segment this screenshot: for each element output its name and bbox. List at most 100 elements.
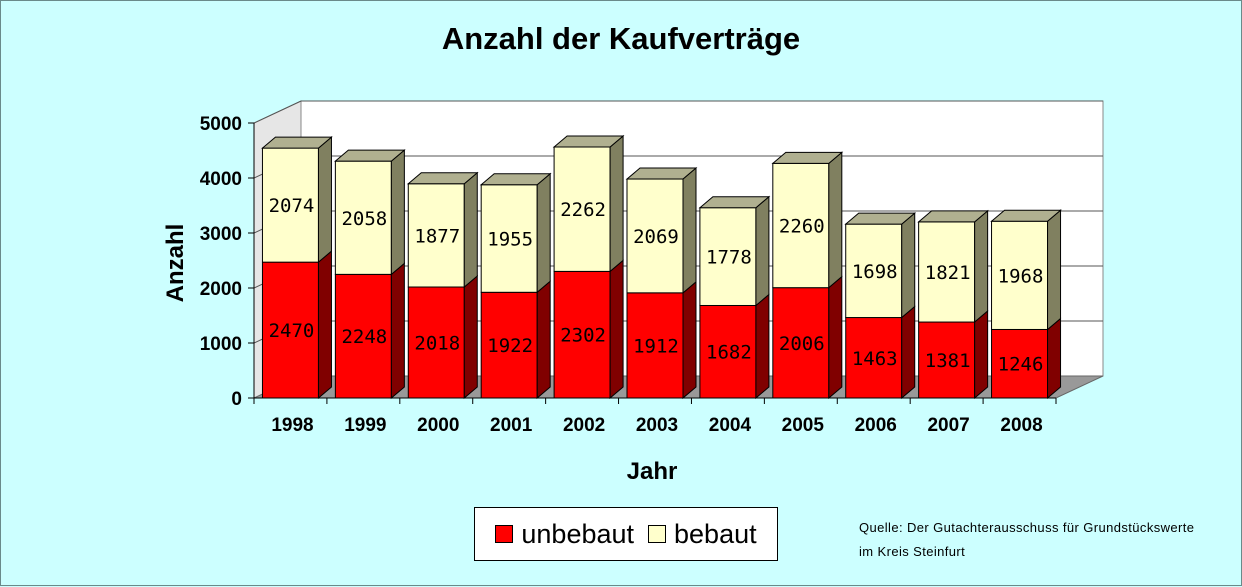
- bar-side-bebaut-2004: [755, 195, 770, 307]
- source-note: Quelle: Der Gutachterausschuss für Grund…: [859, 516, 1239, 564]
- bar-top-2002: [552, 135, 625, 148]
- y-tick-label: 5000: [200, 114, 242, 135]
- bar-side-unbebaut-2006: [901, 305, 916, 400]
- data-label-bebaut-2002: 2262: [560, 199, 606, 221]
- data-label-unbebaut-2002: 2302: [560, 325, 606, 347]
- legend-label-unbebaut: unbebaut: [521, 518, 635, 549]
- bar-top-2007: [917, 210, 990, 223]
- bar-side-bebaut-2006: [901, 212, 916, 319]
- bar-top-2005: [771, 151, 844, 164]
- x-tick-label-2007: 2007: [927, 415, 969, 436]
- data-labels: 2470 2074 2248 2058 2018 1877 1922 1955 2302 2262…: [269, 195, 1044, 376]
- bar-top-2001: [479, 173, 552, 186]
- bars: [261, 134, 1062, 400]
- bar-side-unbebaut-1998: [317, 250, 332, 400]
- bar-side-unbebaut-1999: [390, 262, 405, 400]
- data-label-bebaut-2000: 1877: [414, 225, 460, 247]
- legend-label-bebaut: bebaut: [674, 518, 757, 549]
- data-label-bebaut-1999: 2058: [341, 208, 387, 230]
- bar-side-bebaut-2001: [536, 172, 551, 294]
- chart-title: Anzahl der Kaufverträge: [442, 21, 800, 56]
- bar-side-bebaut-1999: [390, 149, 405, 276]
- bar-top-2004: [698, 196, 771, 209]
- bar-side-unbebaut-2004: [755, 293, 770, 400]
- legend-swatch-bebaut: [648, 525, 667, 543]
- x-tick-label-2008: 2008: [1000, 415, 1042, 436]
- y-tick-label: 0: [231, 389, 242, 410]
- bar-side-bebaut-2002: [609, 134, 624, 273]
- bar-side-unbebaut-2003: [682, 280, 697, 400]
- x-tick-label-2006: 2006: [855, 415, 897, 436]
- bar-bebaut-2008: [991, 220, 1049, 330]
- x-tick-label-2004: 2004: [709, 415, 752, 436]
- bar-top-1999: [333, 149, 406, 162]
- bar-side-bebaut-1998: [317, 136, 332, 264]
- data-label-bebaut-2003: 2069: [633, 226, 679, 248]
- bar-bebaut-2005: [772, 162, 830, 289]
- y-tick-label: 4000: [200, 169, 242, 190]
- legend: unbebaut bebaut: [474, 507, 778, 561]
- data-label-unbebaut-2008: 1246: [998, 354, 1044, 376]
- source-line-1: Quelle: Der Gutachterausschuss für Grund…: [859, 520, 1195, 535]
- data-label-unbebaut-2005: 2006: [779, 333, 825, 355]
- x-tick-label-2002: 2002: [563, 415, 605, 436]
- legend-swatch-unbebaut: [495, 525, 514, 543]
- bar-top-2000: [406, 172, 479, 185]
- bar-side-unbebaut-2001: [536, 280, 551, 400]
- data-label-unbebaut-2001: 1922: [487, 335, 533, 357]
- bar-unbebaut-2000: [407, 286, 465, 399]
- bar-bebaut-2002: [553, 146, 611, 272]
- bar-side-unbebaut-2002: [609, 259, 624, 400]
- bar-unbebaut-1998: [261, 261, 319, 399]
- y-tick-label: 1000: [200, 334, 242, 355]
- data-label-bebaut-2001: 1955: [487, 229, 533, 251]
- bar-side-unbebaut-2000: [463, 274, 478, 400]
- data-label-bebaut-2008: 1968: [998, 265, 1044, 287]
- bar-bebaut-2006: [845, 223, 903, 319]
- data-label-unbebaut-2006: 1463: [852, 348, 898, 370]
- x-tick-label-2001: 2001: [490, 415, 533, 436]
- bar-side-bebaut-2005: [828, 151, 843, 289]
- bar-top-2006: [844, 212, 917, 225]
- bar-top-2008: [990, 209, 1062, 222]
- source-line-2: im Kreis Steinfurt: [859, 544, 966, 559]
- x-tick-label-2005: 2005: [782, 415, 825, 436]
- bar-bebaut-2007: [918, 221, 976, 323]
- data-label-unbebaut-1999: 2248: [341, 326, 387, 348]
- bar-side-bebaut-2007: [974, 209, 989, 324]
- y-tick-label: 2000: [200, 279, 242, 300]
- bar-unbebaut-2006: [845, 317, 903, 399]
- y-axis-title: Anzahl: [162, 224, 189, 303]
- bar-top-1998: [261, 136, 333, 149]
- bar-unbebaut-2007: [918, 321, 976, 399]
- data-label-bebaut-2005: 2260: [779, 216, 825, 238]
- data-label-bebaut-1998: 2074: [269, 195, 315, 217]
- data-label-unbebaut-2003: 1912: [633, 335, 679, 357]
- x-axis-title: Jahr: [627, 458, 678, 485]
- bar-unbebaut-1999: [334, 273, 392, 399]
- bar-top-2003: [625, 167, 698, 180]
- bar-side-bebaut-2003: [682, 166, 697, 294]
- x-tick-label-1999: 1999: [344, 415, 386, 436]
- bar-unbebaut-2001: [480, 291, 538, 399]
- bar-bebaut-2000: [407, 183, 465, 288]
- data-label-bebaut-2006: 1698: [852, 261, 898, 283]
- x-tick-label-2000: 2000: [417, 415, 459, 436]
- bar-bebaut-2003: [626, 178, 684, 294]
- gridline: [253, 100, 1103, 124]
- bar-side-bebaut-2008: [1047, 209, 1062, 331]
- data-label-bebaut-2004: 1778: [706, 247, 752, 269]
- bar-bebaut-2004: [699, 207, 757, 306]
- bar-side-unbebaut-2008: [1047, 317, 1062, 400]
- data-label-unbebaut-2004: 1682: [706, 342, 752, 364]
- data-label-bebaut-2007: 1821: [925, 262, 971, 284]
- bar-bebaut-1999: [334, 160, 392, 275]
- legend-item-unbebaut: unbebaut: [495, 519, 634, 550]
- bar-side-bebaut-2000: [463, 171, 478, 289]
- bar-unbebaut-2008: [991, 328, 1049, 399]
- bar-side-unbebaut-2005: [828, 275, 843, 400]
- bar-unbebaut-2002: [553, 270, 611, 399]
- x-tick-label-2003: 2003: [636, 415, 678, 436]
